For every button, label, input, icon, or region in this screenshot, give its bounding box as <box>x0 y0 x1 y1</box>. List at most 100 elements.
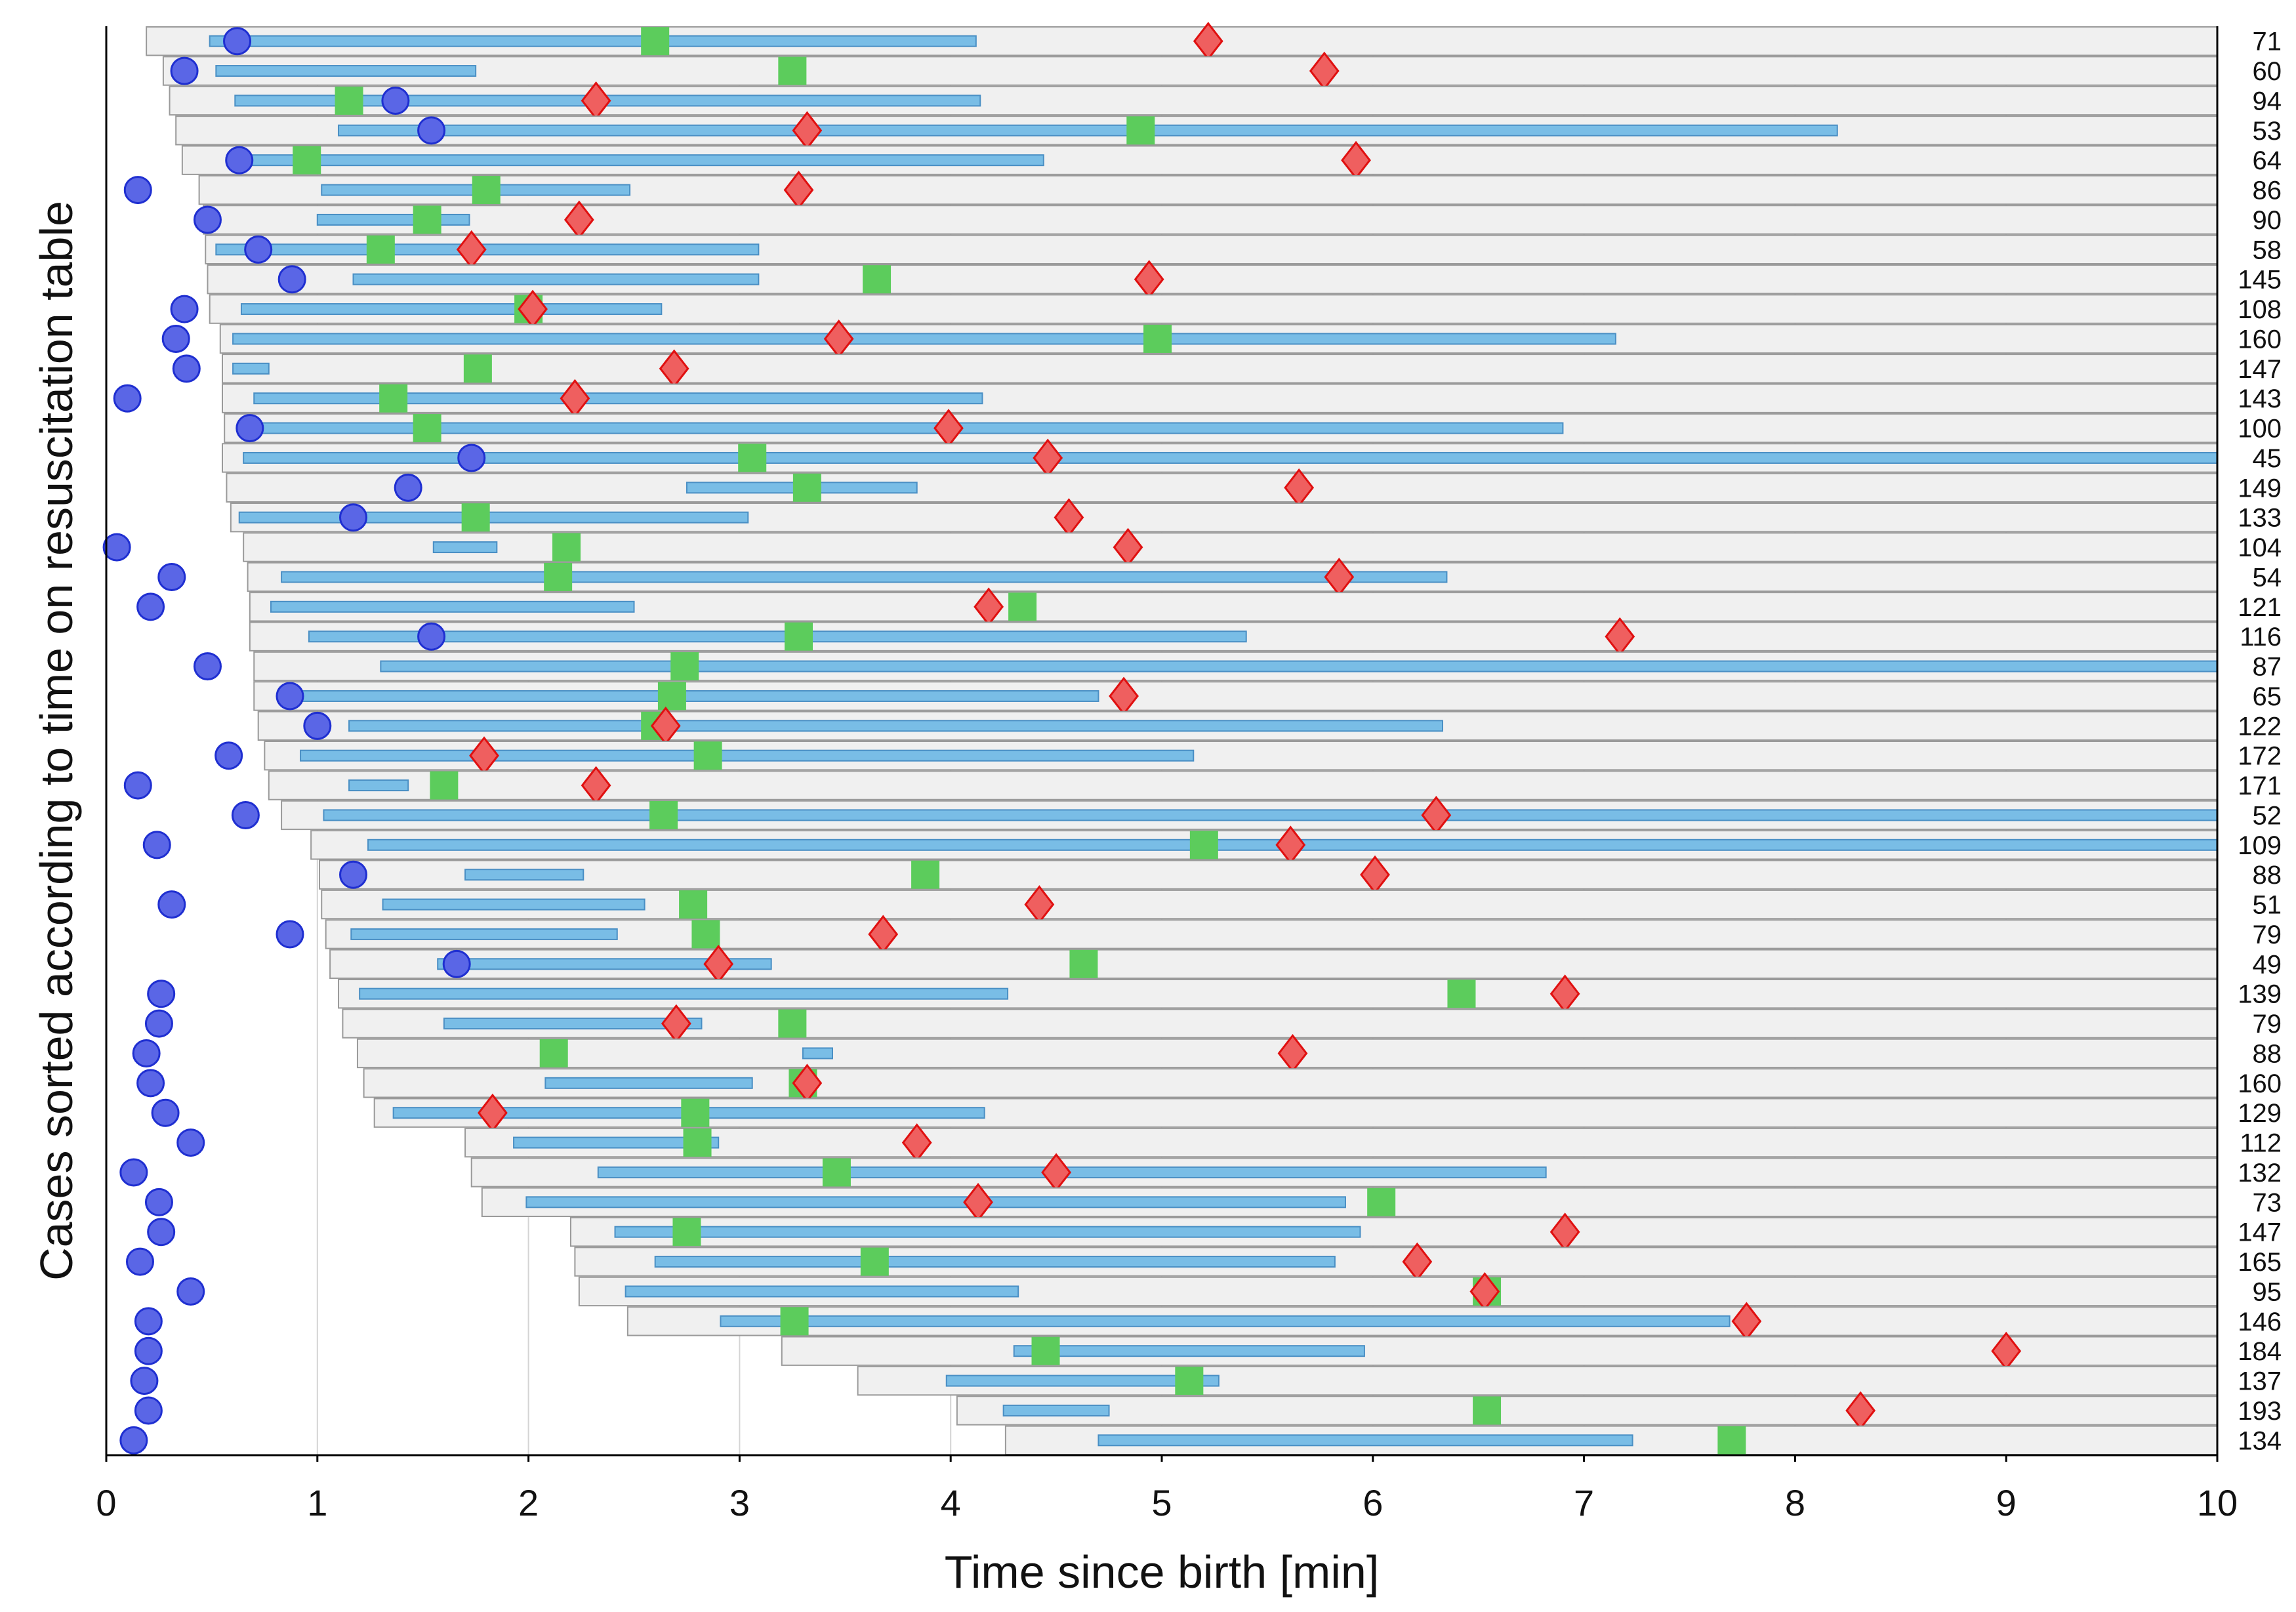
case-count-label: 147 <box>2238 355 2282 384</box>
interval-bar <box>215 65 477 77</box>
case-count-label: 112 <box>2240 1129 2282 1158</box>
case-row <box>136 587 2219 627</box>
case-count-label: 53 <box>2253 117 2282 146</box>
case-count-label: 79 <box>2253 1010 2282 1039</box>
circle-marker <box>236 414 264 443</box>
case-count-label: 160 <box>2238 325 2282 354</box>
interval-bar <box>337 124 1838 136</box>
interval-bar <box>1013 1345 1365 1357</box>
x-tick-label: 10 <box>2197 1482 2238 1523</box>
interval-bar <box>348 720 1443 732</box>
circle-marker <box>134 1307 163 1336</box>
table-time-box <box>319 859 2218 890</box>
circle-marker <box>151 1098 180 1127</box>
case-count-label: 134 <box>2238 1426 2282 1455</box>
case-count-label: 100 <box>2238 415 2282 444</box>
square-marker <box>413 414 441 443</box>
square-marker <box>778 56 807 85</box>
case-row <box>144 1004 2218 1043</box>
case-count-label: 171 <box>2238 772 2282 800</box>
x-tick-label: 7 <box>1574 1482 1594 1523</box>
interval-bar <box>253 392 983 405</box>
table-time-box <box>230 503 2218 533</box>
table-time-box <box>268 770 2219 800</box>
interval-bar <box>380 660 2218 672</box>
square-marker <box>822 1158 851 1187</box>
case-count-label: 45 <box>2253 444 2282 473</box>
square-marker <box>911 860 940 889</box>
case-row <box>319 855 2218 894</box>
case-count-label: 73 <box>2253 1188 2282 1217</box>
square-marker <box>293 146 321 175</box>
circle-marker <box>193 205 222 234</box>
case-count-label: 104 <box>2238 533 2282 562</box>
x-tick-label: 8 <box>1785 1482 1805 1523</box>
interval-bar <box>544 1077 753 1089</box>
circle-marker <box>136 592 165 621</box>
case-count-label: 184 <box>2238 1337 2282 1366</box>
circle-marker <box>276 682 304 711</box>
interval-bar <box>350 928 618 940</box>
table-time-box <box>464 1127 2218 1158</box>
square-marker <box>780 1307 809 1336</box>
circle-marker <box>223 27 252 56</box>
case-count-label: 109 <box>2238 831 2282 860</box>
interval-bar <box>240 303 663 316</box>
circle-marker <box>136 1069 165 1098</box>
interval-bar <box>215 243 760 256</box>
interval-bar <box>597 1166 1547 1178</box>
circle-marker <box>144 1009 173 1038</box>
square-marker <box>472 176 501 205</box>
interval-bar <box>348 779 409 792</box>
case-row <box>169 81 2218 120</box>
interval-bar <box>614 1226 1361 1238</box>
case-row <box>249 617 2219 656</box>
case-row <box>119 1153 2218 1192</box>
circle-marker <box>394 473 422 502</box>
square-marker <box>1126 116 1155 145</box>
case-row <box>193 200 2218 239</box>
case-row <box>224 409 2218 448</box>
square-marker <box>1473 1396 1502 1425</box>
case-count-label: 129 <box>2238 1099 2282 1128</box>
case-row <box>113 379 2218 418</box>
circle-marker <box>119 1158 148 1187</box>
square-marker <box>670 652 699 681</box>
circle-marker <box>147 980 176 1008</box>
case-row <box>123 766 2219 805</box>
circle-marker <box>157 562 186 591</box>
circle-marker <box>132 1039 161 1067</box>
square-marker <box>379 384 408 413</box>
case-row <box>176 1123 2218 1163</box>
interval-bar <box>270 600 635 613</box>
case-row <box>119 1425 2218 1455</box>
case-row <box>207 260 2218 299</box>
circle-marker <box>134 1396 163 1425</box>
square-marker <box>785 622 813 651</box>
case-row <box>134 1331 2218 1371</box>
interval-bar <box>382 898 646 911</box>
case-count-label: 108 <box>2238 295 2282 324</box>
interval-bar <box>238 511 749 524</box>
case-row <box>161 319 2219 358</box>
case-count-label: 143 <box>2238 384 2282 413</box>
square-marker <box>544 562 573 591</box>
case-count-label: 139 <box>2238 980 2282 1009</box>
case-count-label: 193 <box>2238 1397 2282 1426</box>
case-row <box>276 915 2218 954</box>
circle-marker <box>102 533 131 562</box>
square-marker <box>649 800 678 829</box>
case-count-label: 60 <box>2253 57 2282 86</box>
square-marker <box>641 27 670 56</box>
square-marker <box>1008 592 1037 621</box>
interval-bar <box>525 1196 1346 1209</box>
interval-bar <box>232 362 270 375</box>
table-time-box <box>956 1395 2218 1426</box>
case-count-label: 145 <box>2238 266 2282 295</box>
interval-bar <box>238 154 1044 167</box>
circle-marker <box>119 1426 148 1455</box>
case-row <box>157 885 2218 924</box>
table-time-box <box>221 354 2218 384</box>
interval-bar <box>323 809 2218 821</box>
circle-marker <box>113 384 142 413</box>
